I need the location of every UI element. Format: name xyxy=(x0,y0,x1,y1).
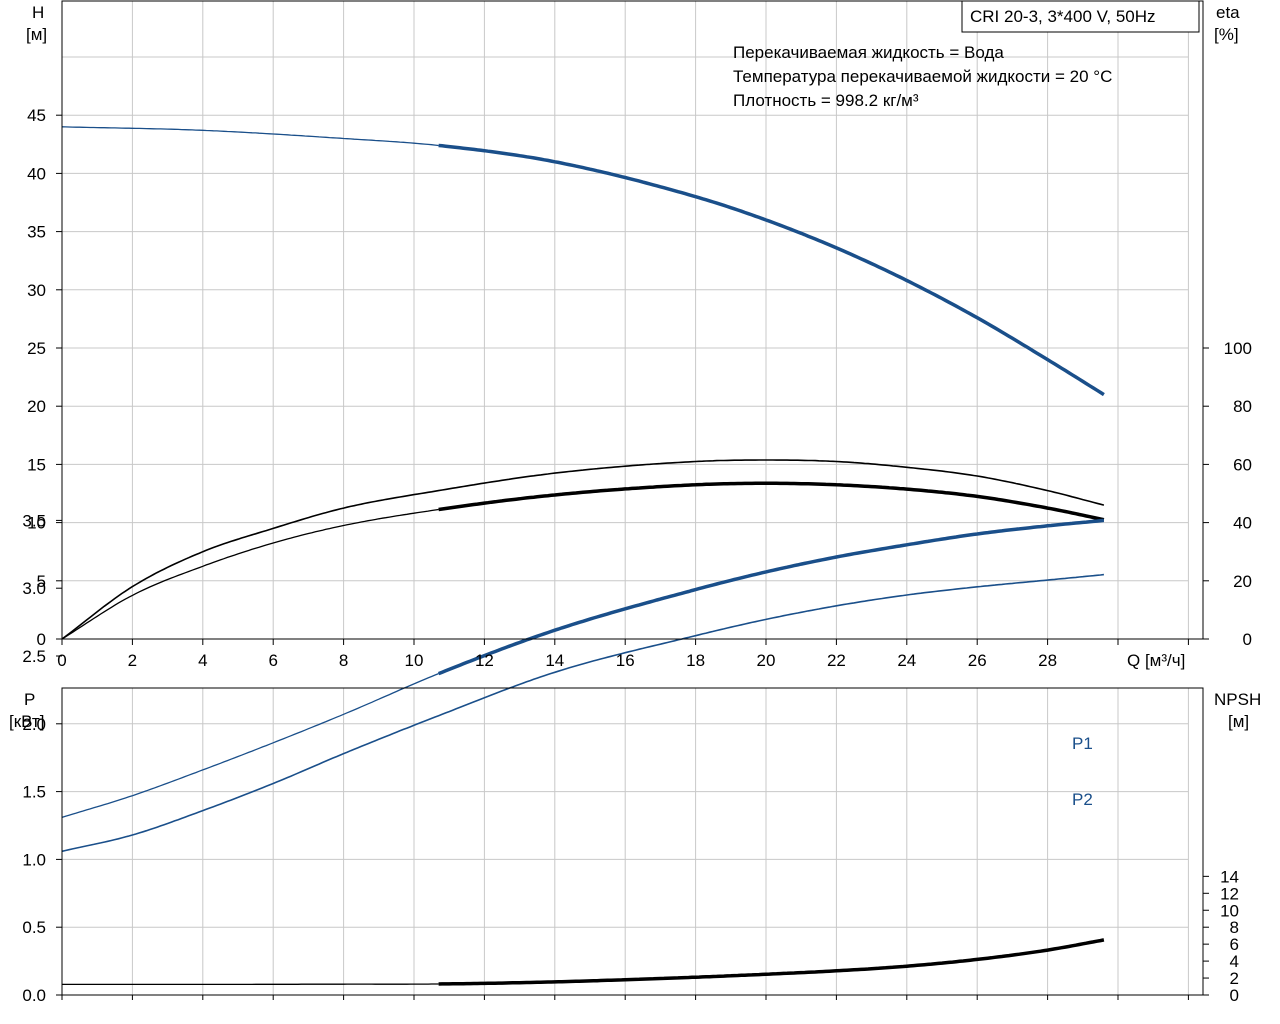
h-axis-unit: [м] xyxy=(26,25,47,44)
title-box-text: CRI 20-3, 3*400 V, 50Hz xyxy=(970,7,1156,26)
upper-plot-frame xyxy=(61,0,1204,640)
lower-gridlines xyxy=(62,688,1189,995)
p-tick-label: 0.5 xyxy=(22,918,46,937)
head-curve-thick xyxy=(438,143,1105,397)
npsh-axis-label: NPSH xyxy=(1214,690,1261,709)
p-tick-label: 1.5 xyxy=(22,783,46,802)
p-tick-label: 2.0 xyxy=(22,715,46,734)
series-layer xyxy=(61,126,1105,986)
npsh-tick-label: 8 xyxy=(1230,918,1239,937)
h-tick-label: 35 xyxy=(27,223,46,242)
p-axis-unit: [кВт] xyxy=(9,712,44,731)
h-tick-label: 5 xyxy=(37,572,46,591)
info-line-liquid: Перекачиваемая жидкость = Вода xyxy=(733,43,1004,62)
h-tick-label: 15 xyxy=(27,455,46,474)
series-label-p1: P1 xyxy=(1072,734,1093,753)
eta-tick-label: 60 xyxy=(1233,455,1252,474)
title-box-frame xyxy=(961,0,1200,33)
x-tick-label: 26 xyxy=(968,651,987,670)
p-tick-label: 3.0 xyxy=(22,579,46,598)
h-tick-label: 20 xyxy=(27,397,46,416)
p-tick-label: 2.5 xyxy=(22,647,46,666)
eta-axis-label: eta xyxy=(1216,3,1240,22)
npsh-tick-label: 6 xyxy=(1230,935,1239,954)
npsh-tick-label: 4 xyxy=(1230,952,1239,971)
p-axis-label: P xyxy=(24,690,35,709)
p2-curve xyxy=(61,573,1104,853)
p-tick-label: 1.0 xyxy=(22,850,46,869)
h-axis-label: H xyxy=(32,3,44,22)
h-tick-label: 45 xyxy=(27,106,46,125)
p1-curve-thin xyxy=(61,672,439,819)
p-tick-label: 0.0 xyxy=(22,986,46,1005)
lower-plot-frame xyxy=(61,687,1204,996)
x-tick-label: 2 xyxy=(128,651,137,670)
q-axis-label: Q [м³/ч] xyxy=(1127,651,1185,670)
npsh-tick-label: 14 xyxy=(1220,867,1239,886)
series-label-p2: P2 xyxy=(1072,790,1093,809)
x-tick-label: 6 xyxy=(268,651,277,670)
eta-tick-label: 40 xyxy=(1233,514,1252,533)
p-tick-label: 3.5 xyxy=(22,511,46,530)
info-line-temperature: Температура перекачиваемой жидкости = 20… xyxy=(733,67,1112,86)
upper-gridlines xyxy=(62,1,1189,639)
npsh-tick-label: 12 xyxy=(1220,884,1239,903)
x-tick-label: 14 xyxy=(545,651,564,670)
x-tick-label: 18 xyxy=(686,651,705,670)
x-tick-label: 8 xyxy=(339,651,348,670)
eta-tick-label: 20 xyxy=(1233,572,1252,591)
p1-curve-thick xyxy=(437,518,1105,676)
npsh-axis-unit: [м] xyxy=(1228,712,1249,731)
x-tick-label: 22 xyxy=(827,651,846,670)
h-tick-label: 10 xyxy=(27,514,46,533)
x-tick-label: 10 xyxy=(405,651,424,670)
npsh-tick-label: 10 xyxy=(1220,901,1239,920)
npsh-tick-label: 2 xyxy=(1230,969,1239,988)
h-tick-label: 25 xyxy=(27,339,46,358)
eta-curve-upper xyxy=(61,459,1105,640)
eta-tick-label: 80 xyxy=(1233,397,1252,416)
eta-tick-label: 0 xyxy=(1243,630,1252,649)
eta-tick-label: 100 xyxy=(1224,339,1252,358)
x-tick-label: 28 xyxy=(1038,651,1057,670)
x-tick-label: 24 xyxy=(897,651,916,670)
axes-layer: 0 2 4 6 8 10 12 14 16 18 20 22 24 26 28051015202530354… xyxy=(22,0,1252,1005)
info-line-density: Плотность = 998.2 кг/м³ xyxy=(733,91,919,110)
x-tick-label: 20 xyxy=(757,651,776,670)
x-tick-label: 12 xyxy=(475,651,494,670)
npsh-curve-thick xyxy=(438,938,1105,986)
eta-axis-unit: [%] xyxy=(1214,25,1239,44)
x-tick-label: 4 xyxy=(198,651,207,670)
head-curve-thin xyxy=(61,126,439,147)
x-tick-label: 16 xyxy=(616,651,635,670)
h-tick-label: 30 xyxy=(27,281,46,300)
npsh-tick-label: 0 xyxy=(1230,986,1239,1005)
eta-curve-lower-thin xyxy=(61,508,439,640)
h-tick-label: 40 xyxy=(27,164,46,183)
eta-curve-lower-thick xyxy=(438,481,1105,522)
h-tick-label: 0 xyxy=(37,630,46,649)
x-tick-label: 0 xyxy=(57,651,66,670)
